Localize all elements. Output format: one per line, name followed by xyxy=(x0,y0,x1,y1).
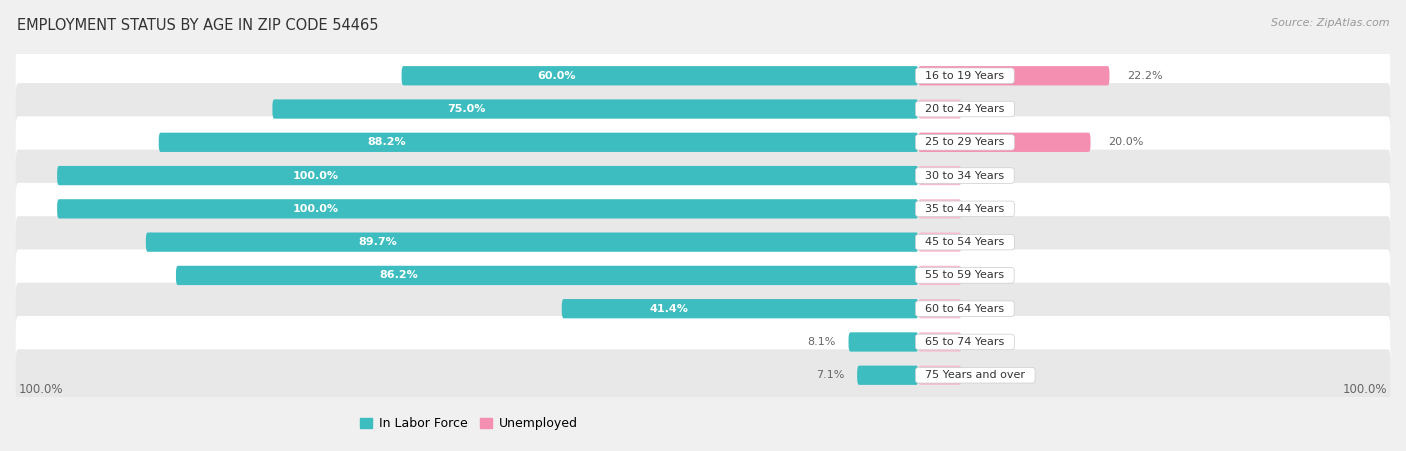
FancyBboxPatch shape xyxy=(15,216,1391,268)
Text: 100.0%: 100.0% xyxy=(292,204,339,214)
Text: EMPLOYMENT STATUS BY AGE IN ZIP CODE 54465: EMPLOYMENT STATUS BY AGE IN ZIP CODE 544… xyxy=(17,18,378,33)
Text: 55 to 59 Years: 55 to 59 Years xyxy=(918,271,1011,281)
Text: 60.0%: 60.0% xyxy=(537,71,576,81)
Text: 25 to 29 Years: 25 to 29 Years xyxy=(918,137,1012,147)
Text: 16 to 19 Years: 16 to 19 Years xyxy=(918,71,1011,81)
FancyBboxPatch shape xyxy=(849,332,918,352)
FancyBboxPatch shape xyxy=(15,116,1391,168)
Text: 89.7%: 89.7% xyxy=(359,237,396,247)
Text: 20.0%: 20.0% xyxy=(1108,137,1143,147)
Text: 30 to 34 Years: 30 to 34 Years xyxy=(918,170,1011,180)
Text: 22.2%: 22.2% xyxy=(1126,71,1163,81)
FancyBboxPatch shape xyxy=(15,316,1391,368)
Text: 0.0%: 0.0% xyxy=(979,370,1007,380)
FancyBboxPatch shape xyxy=(58,199,918,219)
FancyBboxPatch shape xyxy=(176,266,918,285)
Text: 0.0%: 0.0% xyxy=(979,271,1007,281)
Text: 75 Years and over: 75 Years and over xyxy=(918,370,1032,380)
Text: 35 to 44 Years: 35 to 44 Years xyxy=(918,204,1011,214)
FancyBboxPatch shape xyxy=(15,83,1391,135)
Text: 41.4%: 41.4% xyxy=(650,304,688,314)
Text: 88.2%: 88.2% xyxy=(367,137,406,147)
Text: 75.0%: 75.0% xyxy=(447,104,485,114)
FancyBboxPatch shape xyxy=(918,299,962,318)
FancyBboxPatch shape xyxy=(562,299,918,318)
Text: 20 to 24 Years: 20 to 24 Years xyxy=(918,104,1012,114)
FancyBboxPatch shape xyxy=(918,99,962,119)
Text: 100.0%: 100.0% xyxy=(292,170,339,180)
FancyBboxPatch shape xyxy=(15,249,1391,301)
FancyBboxPatch shape xyxy=(858,366,918,385)
FancyBboxPatch shape xyxy=(402,66,918,85)
Text: 100.0%: 100.0% xyxy=(18,383,63,396)
Text: 0.0%: 0.0% xyxy=(979,337,1007,347)
Text: 0.0%: 0.0% xyxy=(979,237,1007,247)
Text: 100.0%: 100.0% xyxy=(1343,383,1388,396)
Text: 0.0%: 0.0% xyxy=(979,204,1007,214)
FancyBboxPatch shape xyxy=(918,66,1109,85)
FancyBboxPatch shape xyxy=(918,266,962,285)
FancyBboxPatch shape xyxy=(15,150,1391,202)
Text: 45 to 54 Years: 45 to 54 Years xyxy=(918,237,1011,247)
FancyBboxPatch shape xyxy=(146,232,918,252)
FancyBboxPatch shape xyxy=(273,99,918,119)
Text: 7.1%: 7.1% xyxy=(815,370,844,380)
FancyBboxPatch shape xyxy=(15,183,1391,235)
FancyBboxPatch shape xyxy=(918,366,962,385)
Text: 86.2%: 86.2% xyxy=(380,271,418,281)
FancyBboxPatch shape xyxy=(918,133,1091,152)
Text: Source: ZipAtlas.com: Source: ZipAtlas.com xyxy=(1271,18,1389,28)
FancyBboxPatch shape xyxy=(159,133,918,152)
FancyBboxPatch shape xyxy=(918,166,962,185)
Text: 8.1%: 8.1% xyxy=(807,337,835,347)
FancyBboxPatch shape xyxy=(15,283,1391,335)
Text: 0.0%: 0.0% xyxy=(979,104,1007,114)
Legend: In Labor Force, Unemployed: In Labor Force, Unemployed xyxy=(354,412,582,435)
Text: 0.0%: 0.0% xyxy=(979,304,1007,314)
Text: 60 to 64 Years: 60 to 64 Years xyxy=(918,304,1011,314)
Text: 0.0%: 0.0% xyxy=(979,170,1007,180)
FancyBboxPatch shape xyxy=(15,349,1391,401)
Text: 65 to 74 Years: 65 to 74 Years xyxy=(918,337,1011,347)
FancyBboxPatch shape xyxy=(918,332,962,352)
FancyBboxPatch shape xyxy=(918,199,962,219)
FancyBboxPatch shape xyxy=(15,50,1391,102)
FancyBboxPatch shape xyxy=(58,166,918,185)
FancyBboxPatch shape xyxy=(918,232,962,252)
